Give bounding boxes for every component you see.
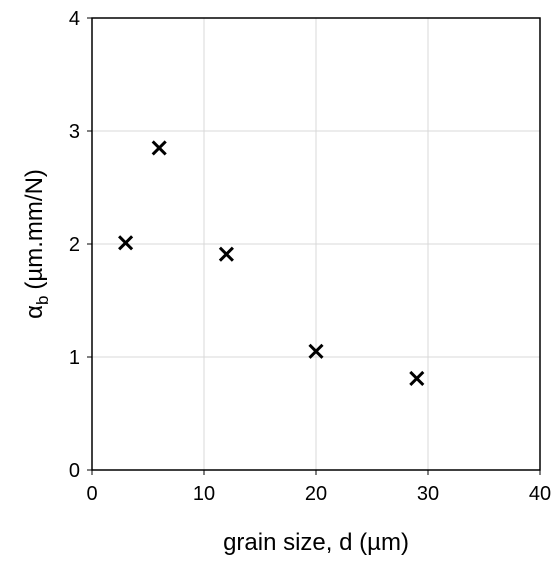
x-tick-label: 40 (529, 483, 551, 505)
x-tick-label: 20 (305, 483, 327, 505)
marker (308, 343, 324, 359)
y-axis-label: αb (µm.mm/N) (21, 169, 52, 319)
y-axis-label-symbol: α (21, 305, 48, 319)
marker (151, 140, 167, 156)
marker (118, 235, 134, 251)
y-tick-label: 2 (69, 234, 80, 256)
y-tick-label: 1 (69, 347, 80, 369)
marker (409, 370, 425, 387)
y-axis-label-subscript: b (33, 296, 52, 305)
x-axis-label: grain size, d (µm) (223, 529, 409, 556)
x-tick-label: 30 (417, 483, 439, 505)
plot-frame (91, 17, 541, 471)
y-tick-label: 4 (69, 8, 80, 30)
x-tick-label: 0 (86, 483, 97, 505)
y-tick-label: 3 (69, 121, 80, 143)
x-tick-label: 10 (193, 483, 215, 505)
marker (218, 246, 234, 262)
y-axis-label-suffix: (µm.mm/N) (21, 169, 48, 289)
y-tick-label: 0 (69, 460, 80, 482)
